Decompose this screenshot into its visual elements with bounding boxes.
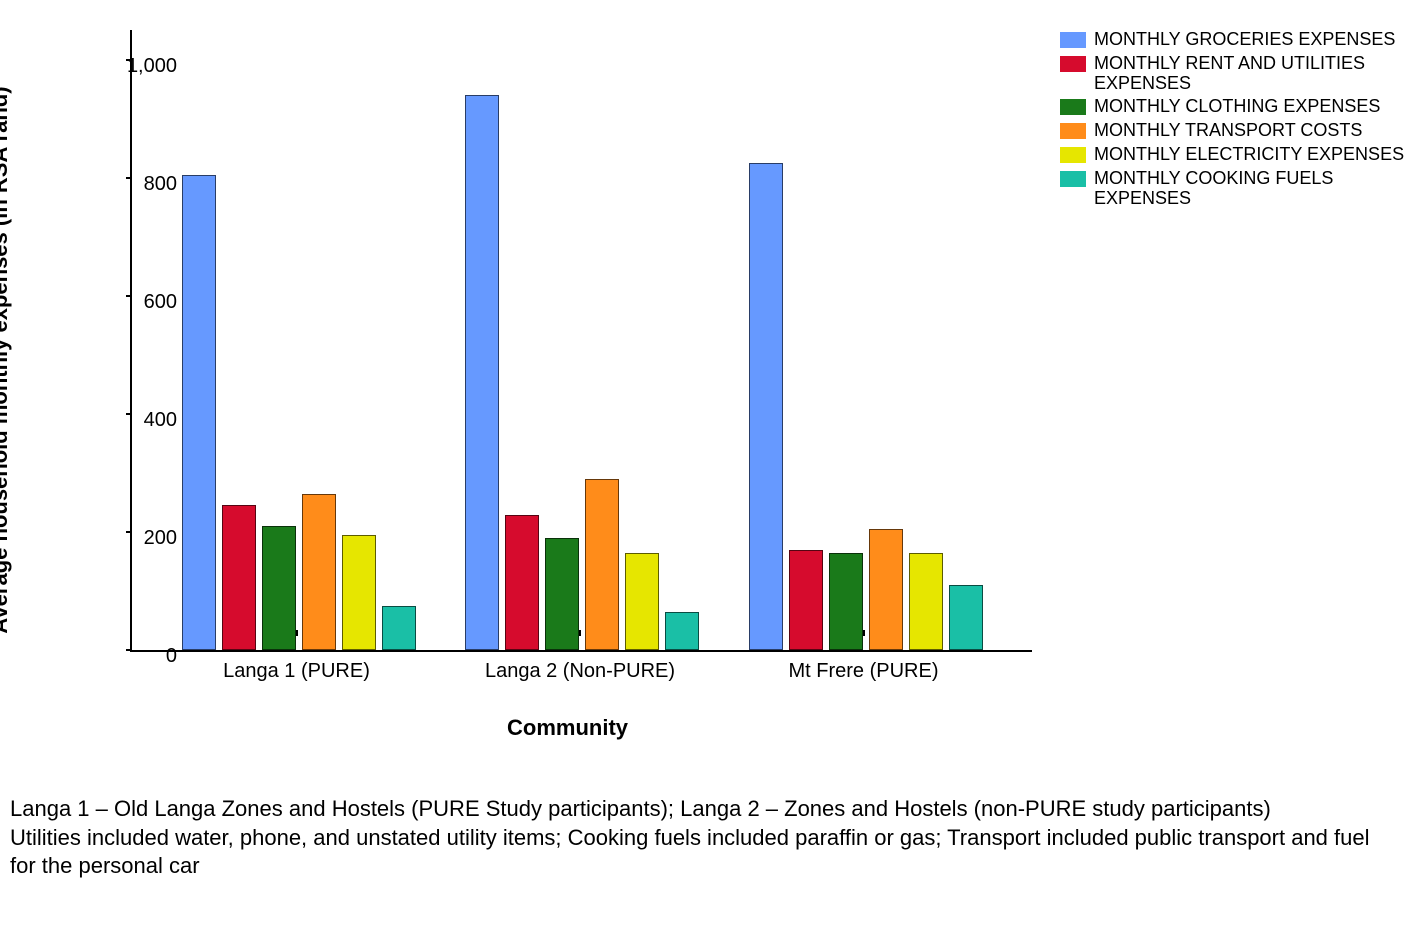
legend-item: MONTHLY ELECTRICITY EXPENSES xyxy=(1060,145,1410,165)
bar xyxy=(222,505,256,650)
x-tick xyxy=(579,630,581,636)
caption-line-1: Langa 1 – Old Langa Zones and Hostels (P… xyxy=(10,796,1271,821)
legend-swatch xyxy=(1060,171,1086,187)
plot-area xyxy=(130,30,1032,652)
legend-label: MONTHLY ELECTRICITY EXPENSES xyxy=(1094,145,1404,165)
x-tick xyxy=(863,630,865,636)
bar xyxy=(949,585,983,650)
legend-label: MONTHLY CLOTHING EXPENSES xyxy=(1094,97,1380,117)
legend: MONTHLY GROCERIES EXPENSES MONTHLY RENT A… xyxy=(1060,30,1410,212)
caption-line-2: Utilities included water, phone, and uns… xyxy=(10,825,1370,879)
bar xyxy=(789,550,823,650)
legend-swatch xyxy=(1060,99,1086,115)
y-tick xyxy=(126,295,132,297)
bar xyxy=(585,479,619,650)
bar xyxy=(505,515,539,650)
bar xyxy=(545,538,579,650)
legend-item: MONTHLY TRANSPORT COSTS xyxy=(1060,121,1410,141)
x-tick-label: Langa 2 (Non-PURE) xyxy=(485,660,675,683)
legend-item: MONTHLY CLOTHING EXPENSES xyxy=(1060,97,1410,117)
legend-swatch xyxy=(1060,56,1086,72)
legend-label: MONTHLY TRANSPORT COSTS xyxy=(1094,121,1362,141)
y-tick-label: 1,000 xyxy=(127,55,177,65)
y-tick-label: 200 xyxy=(144,527,177,537)
x-tick xyxy=(296,630,298,636)
bar xyxy=(625,553,659,650)
bar xyxy=(302,494,336,650)
legend-item: MONTHLY GROCERIES EXPENSES xyxy=(1060,30,1410,50)
legend-label: MONTHLY COOKING FUELS EXPENSES xyxy=(1094,169,1410,209)
legend-label: MONTHLY RENT AND UTILITIES EXPENSES xyxy=(1094,54,1410,94)
legend-item: MONTHLY RENT AND UTILITIES EXPENSES xyxy=(1060,54,1410,94)
bar xyxy=(829,553,863,650)
y-tick xyxy=(126,531,132,533)
y-tick-label: 400 xyxy=(144,409,177,419)
figure-root: Average household monthly expenses (in R… xyxy=(0,0,1418,937)
legend-item: MONTHLY COOKING FUELS EXPENSES xyxy=(1060,169,1410,209)
legend-swatch xyxy=(1060,123,1086,139)
legend-label: MONTHLY GROCERIES EXPENSES xyxy=(1094,30,1395,50)
chart-area: Community 02004006008001,000Langa 1 (PUR… xyxy=(90,10,1045,710)
y-axis-label: Average household monthly expenses (in R… xyxy=(0,86,13,633)
y-tick-label: 800 xyxy=(144,173,177,183)
x-tick-label: Langa 1 (PURE) xyxy=(223,660,370,683)
bar xyxy=(869,529,903,650)
x-axis-label: Community xyxy=(507,715,628,741)
legend-swatch xyxy=(1060,147,1086,163)
y-tick xyxy=(126,413,132,415)
bar xyxy=(262,526,296,650)
bar xyxy=(909,553,943,650)
y-tick-label: 0 xyxy=(166,645,177,655)
caption: Langa 1 – Old Langa Zones and Hostels (P… xyxy=(10,795,1400,881)
y-tick xyxy=(126,177,132,179)
bar xyxy=(749,163,783,650)
y-tick xyxy=(126,649,132,651)
legend-swatch xyxy=(1060,32,1086,48)
bar xyxy=(382,606,416,650)
bar xyxy=(342,535,376,650)
y-tick-label: 600 xyxy=(144,291,177,301)
x-tick-label: Mt Frere (PURE) xyxy=(789,660,939,683)
bar xyxy=(665,612,699,650)
bar xyxy=(182,175,216,650)
bar xyxy=(465,95,499,650)
